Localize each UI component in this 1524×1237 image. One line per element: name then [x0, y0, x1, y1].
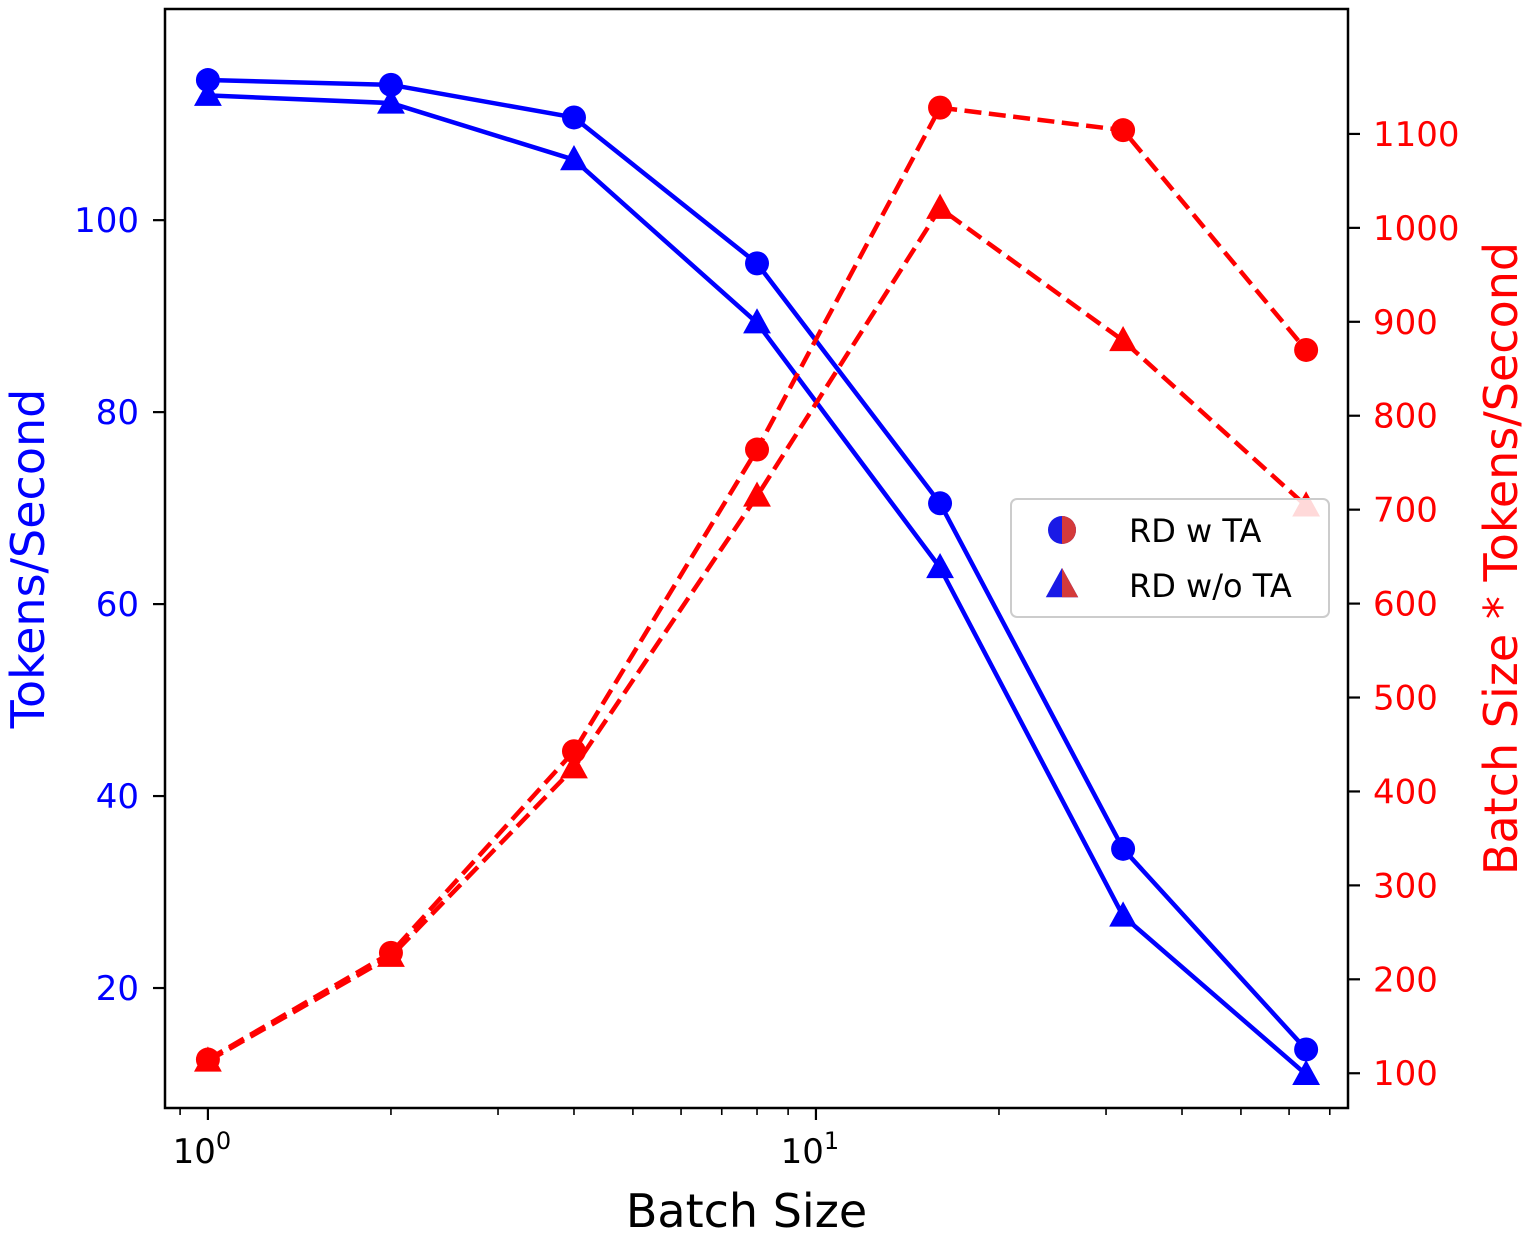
data-point-right-triangle-2	[377, 941, 405, 967]
legend-circle-icon-right	[1062, 516, 1076, 544]
legend-label: RD w/o TA	[1129, 567, 1292, 605]
data-point-left-circle-4	[561, 105, 586, 130]
data-point-right-circle-8	[745, 437, 770, 462]
data-point-right-triangle-16	[926, 193, 954, 219]
legend-entry: RD w/o TA	[1045, 567, 1292, 605]
data-point-right-triangle-32	[1109, 325, 1137, 352]
data-point-left-circle-32	[1111, 836, 1136, 861]
right-y-axis-label: Batch Size * Tokens/Second	[1474, 242, 1524, 875]
right-y-tick-label: 800	[1373, 397, 1438, 437]
data-point-left-triangle-32	[1109, 901, 1137, 927]
left-y-tick-label: 40	[96, 777, 139, 817]
legend-box	[1010, 498, 1330, 618]
data-point-left-triangle-8	[743, 308, 771, 334]
x-axis-label: Batch Size	[626, 1184, 867, 1237]
data-point-right-circle-4	[561, 739, 586, 764]
right-y-tick-label: 200	[1373, 960, 1438, 1000]
right-y-tick-label: 300	[1373, 866, 1438, 906]
x-tick-label: 101	[781, 1127, 840, 1172]
data-point-right-triangle-1	[194, 1046, 222, 1072]
left-y-tick-label: 20	[96, 969, 139, 1009]
data-point-right-circle-16	[928, 95, 953, 120]
right-y-tick-label: 900	[1373, 303, 1438, 343]
data-point-right-circle-32	[1111, 118, 1136, 143]
left-y-tick-label: 80	[96, 393, 139, 433]
data-point-left-triangle-2	[377, 88, 405, 114]
data-point-left-triangle-64	[1292, 1059, 1321, 1085]
data-point-right-circle-64	[1294, 337, 1319, 362]
right-y-tick-label: 100	[1373, 1054, 1438, 1094]
left-y-axis-label: Tokens/Second	[1, 389, 55, 730]
left-y-tick-label: 60	[96, 585, 139, 625]
data-point-left-triangle-1	[194, 80, 222, 106]
left-y-tick-label: 100	[74, 201, 139, 241]
right-y-tick-label: 1000	[1373, 209, 1460, 249]
data-point-left-circle-8	[745, 251, 770, 276]
legend-label: RD w TA	[1129, 512, 1261, 550]
x-tick-label: 100	[173, 1127, 232, 1172]
data-point-right-triangle-8	[743, 481, 771, 507]
data-point-left-circle-16	[928, 491, 953, 516]
data-point-left-circle-1	[195, 68, 220, 93]
right-y-tick-label: 400	[1373, 772, 1438, 812]
data-point-left-triangle-16	[926, 552, 954, 579]
data-point-left-circle-2	[378, 72, 403, 97]
right-y-tick-label: 600	[1373, 585, 1438, 625]
legend-triangle-icon-right	[1062, 567, 1079, 598]
right-y-tick-label: 500	[1373, 679, 1438, 719]
data-point-right-triangle-4	[560, 753, 588, 779]
legend-entry: RD w TA	[1048, 512, 1261, 550]
data-point-left-triangle-4	[560, 145, 588, 171]
right-y-tick-label: 1100	[1373, 115, 1460, 155]
data-point-left-circle-64	[1294, 1037, 1319, 1062]
right-y-tick-label: 700	[1373, 491, 1438, 531]
